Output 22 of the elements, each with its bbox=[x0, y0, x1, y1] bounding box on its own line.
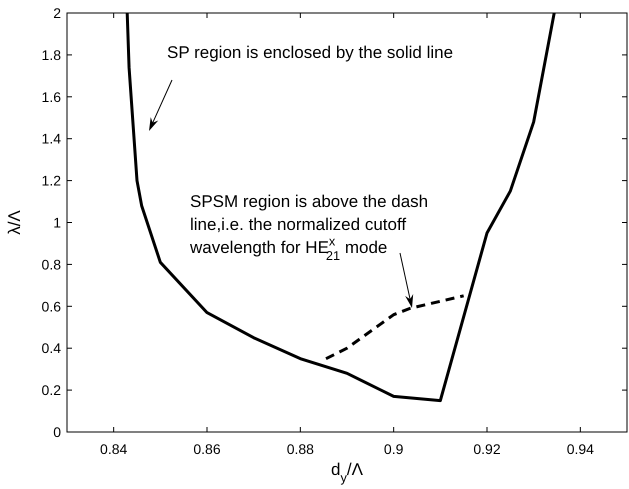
annotation: SP region is enclosed by the solid line bbox=[167, 43, 454, 62]
y-tick-label: 1.4 bbox=[42, 130, 62, 147]
y-tick-label: 0 bbox=[53, 424, 62, 440]
x-tick-label: 0.9 bbox=[384, 441, 404, 457]
y-tick-label: 1.8 bbox=[42, 46, 62, 63]
x-axis-title: d$_{y}$/Λ bbox=[331, 460, 364, 485]
annotation: SPSM region is above the dash line,i.e. the normalized cutoff wavelength for HE$^{x}$$_{21}$ mode bbox=[189, 192, 428, 263]
x-tick-label: 0.84 bbox=[100, 441, 128, 457]
y-tick-label: 2 bbox=[53, 5, 62, 21]
y-tick-label: 0.6 bbox=[42, 298, 62, 314]
y-tick-label: 1.6 bbox=[42, 88, 62, 105]
y-tick-label: 1 bbox=[53, 214, 62, 230]
x-tick-label: 0.86 bbox=[193, 441, 221, 457]
x-tick-label: 0.94 bbox=[566, 441, 594, 457]
y-tick-label: 1.2 bbox=[42, 172, 62, 189]
line-series bbox=[324, 294, 466, 360]
x-tick-label: 0.92 bbox=[473, 441, 501, 457]
y-tick-label: 0.2 bbox=[42, 382, 62, 398]
x-tick-label: 0.88 bbox=[286, 441, 314, 457]
y-axis-title: λ/Λ bbox=[5, 210, 24, 235]
y-tick-label: 0.8 bbox=[42, 256, 62, 272]
y-tick-label: 0.4 bbox=[42, 340, 62, 356]
